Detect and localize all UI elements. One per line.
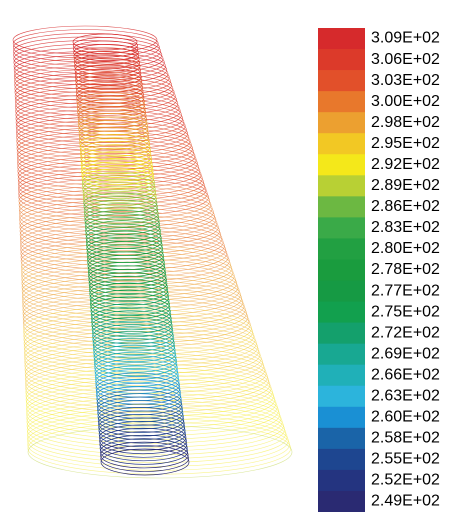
legend-label: 2.66E+02	[371, 366, 440, 383]
legend-label: 2.58E+02	[371, 430, 440, 447]
legend-swatch	[318, 491, 365, 512]
legend-swatch	[318, 217, 365, 239]
legend-label: 2.60E+02	[371, 409, 440, 426]
outer-ring	[21, 230, 226, 270]
screenshot: 3.09E+02 3.06E+02 3.03E+02 3.00E+02 2.98E+02…	[0, 0, 474, 512]
legend-label: 2.75E+02	[371, 303, 440, 320]
legend-label: 2.55E+02	[371, 451, 440, 468]
legend-swatch	[318, 70, 365, 92]
legend-label: 2.92E+02	[371, 156, 440, 173]
legend-swatch	[318, 49, 365, 71]
legend-label: 2.69E+02	[371, 345, 440, 362]
legend-label: 2.49E+02	[371, 493, 440, 510]
tube-render	[13, 26, 292, 478]
legend-label: 2.89E+02	[371, 177, 440, 194]
legend-swatch	[318, 344, 365, 366]
legend-label: 2.98E+02	[371, 114, 440, 131]
legend-swatch	[318, 386, 365, 408]
legend-swatch	[318, 28, 365, 50]
legend-swatch	[318, 196, 365, 218]
legend-label: 3.00E+02	[371, 93, 440, 110]
legend-swatch	[318, 470, 365, 492]
legend-label: 2.86E+02	[371, 198, 440, 215]
legend-swatch	[318, 281, 365, 303]
visualization: 3.09E+02 3.06E+02 3.03E+02 3.00E+02 2.98E+02…	[0, 0, 474, 512]
legend-swatch	[318, 428, 365, 450]
outer-ring	[21, 233, 227, 273]
legend-label: 2.63E+02	[371, 387, 440, 404]
inner-helix	[101, 449, 189, 475]
legend-swatch	[318, 154, 365, 176]
legend-label: 2.78E+02	[371, 261, 440, 278]
legend-swatch	[318, 449, 365, 471]
legend-swatch	[318, 365, 365, 387]
legend-swatch	[318, 133, 365, 155]
legend-swatch	[318, 91, 365, 113]
inner-helix	[76, 82, 143, 99]
legend-label: 2.52E+02	[371, 472, 440, 489]
legend-label: 2.80E+02	[371, 240, 440, 257]
legend-swatch	[318, 175, 365, 197]
legend-swatch	[318, 259, 365, 281]
legend-label: 2.95E+02	[371, 135, 440, 152]
legend-label: 2.72E+02	[371, 324, 440, 341]
legend-swatch	[318, 323, 365, 345]
legend-swatch	[318, 302, 365, 324]
legend-swatch	[318, 238, 365, 260]
legend-label: 3.09E+02	[371, 30, 440, 47]
outer-ring	[21, 226, 225, 266]
legend-label: 2.77E+02	[371, 282, 440, 299]
legend-label: 2.83E+02	[371, 219, 440, 236]
legend-label: 3.06E+02	[371, 51, 440, 68]
legend-label: 3.03E+02	[371, 72, 440, 89]
color-legend: 3.09E+02 3.06E+02 3.03E+02 3.00E+02 2.98E+02…	[318, 28, 440, 512]
legend-swatch	[318, 407, 365, 429]
legend-swatch	[318, 112, 365, 134]
